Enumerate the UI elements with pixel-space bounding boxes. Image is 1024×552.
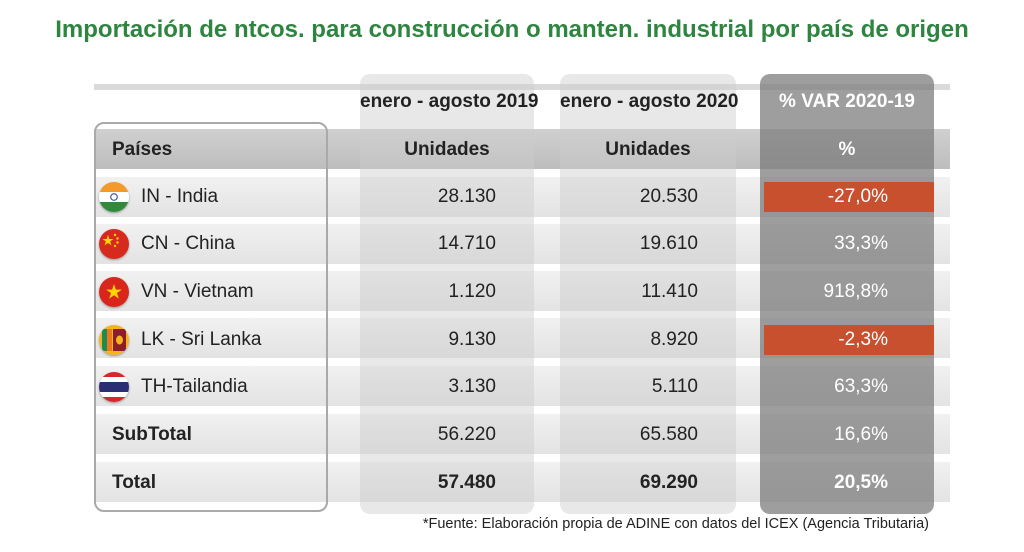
total-2020: 69.290 xyxy=(639,472,698,493)
variation-india: -27,0% xyxy=(827,186,888,207)
subtotal-variation: 16,6% xyxy=(834,424,888,445)
country-name-india: IN - India xyxy=(141,186,219,207)
value-2019-sri-lanka: 9.130 xyxy=(448,329,496,350)
column-2019-card xyxy=(360,74,534,514)
value-2019-india: 28.130 xyxy=(437,186,496,207)
source-footnote: *Fuente: Elaboración propia de ADINE con… xyxy=(422,516,929,532)
period-header-var: % VAR 2020-19 xyxy=(779,91,915,112)
india-flag-icon xyxy=(99,182,129,212)
value-2020-thailand: 5.110 xyxy=(651,376,698,397)
value-2019-china: 14.710 xyxy=(437,233,496,254)
china-flag-icon xyxy=(99,229,129,259)
total-label: Total xyxy=(112,472,156,493)
variation-china: 33,3% xyxy=(834,233,888,254)
column-var-card xyxy=(760,74,934,514)
column-header-countries: Países xyxy=(112,139,173,160)
period-header-stripe xyxy=(94,84,950,90)
column-header-units-2019: Unidades xyxy=(404,139,490,160)
negative-highlight-india xyxy=(764,182,934,212)
total-variation: 20,5% xyxy=(834,472,888,493)
subtotal-2019: 56.220 xyxy=(437,424,496,445)
value-2020-india: 20.530 xyxy=(639,186,698,207)
value-2019-thailand: 3.130 xyxy=(448,376,496,397)
country-name-sri-lanka: LK - Sri Lanka xyxy=(141,329,262,350)
value-2020-china: 19.610 xyxy=(639,233,698,254)
column-2020-card xyxy=(560,74,736,514)
sri-lanka-flag-icon xyxy=(99,325,129,355)
variation-thailand: 63,3% xyxy=(834,376,888,397)
subtotal-label: SubTotal xyxy=(112,424,192,445)
thailand-flag-icon xyxy=(99,372,129,402)
country-column-frame xyxy=(94,122,328,512)
variation-vietnam: 918,8% xyxy=(823,281,888,302)
chart-title: Importación de ntcos. para construcción … xyxy=(55,16,969,43)
variation-sri-lanka: -2,3% xyxy=(838,329,888,350)
column-header-units-2020: Unidades xyxy=(605,139,691,160)
value-2019-vietnam: 1.120 xyxy=(448,281,496,302)
value-2020-sri-lanka: 8.920 xyxy=(650,329,698,350)
value-2020-vietnam: 11.410 xyxy=(641,281,698,302)
negative-highlight-sri-lanka xyxy=(764,325,934,355)
subtotal-2020: 65.580 xyxy=(639,424,698,445)
column-header-percent: % xyxy=(838,139,856,160)
country-name-vietnam: VN - Vietnam xyxy=(141,281,254,302)
country-name-thailand: TH-Tailandia xyxy=(141,376,248,397)
period-header-2020: enero - agosto 2020 xyxy=(560,91,739,112)
country-name-china: CN - China xyxy=(141,233,235,254)
period-header-2019: enero - agosto 2019 xyxy=(360,91,539,112)
total-2019: 57.480 xyxy=(437,472,496,493)
vietnam-flag-icon xyxy=(99,277,129,307)
